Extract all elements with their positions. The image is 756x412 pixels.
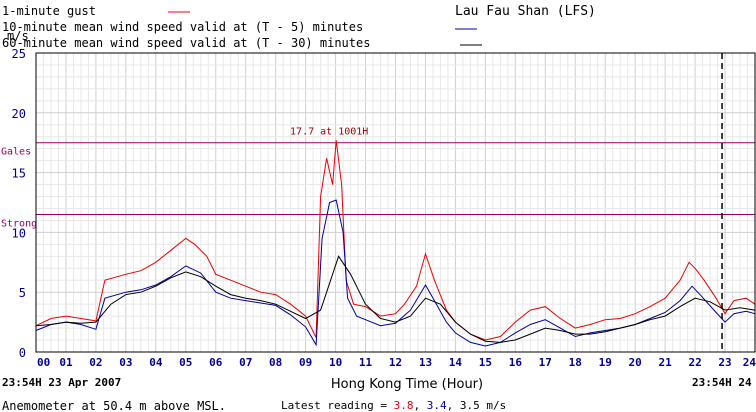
x-axis-ticks: 00 01 02 03 04 05 06 07 08 09 10 11 12 13 14 15 16 17 18 19… — [37, 356, 756, 369]
x-tick-label: 04 — [149, 356, 163, 369]
y-tick-label: 0 — [19, 346, 26, 360]
y-tick-label: 20 — [12, 107, 26, 121]
plot-frame — [35, 52, 756, 353]
x-tick-label: 12 — [389, 356, 402, 369]
reference-lines: Gales Strong — [1, 142, 755, 229]
x-tick-label: 03 — [119, 356, 132, 369]
x-tick-label: 20 — [629, 356, 642, 369]
x-tick-label: 13 — [419, 356, 432, 369]
y-tick-label: 25 — [12, 47, 26, 61]
x-tick-label: 24 — [743, 356, 756, 369]
x-tick-label: 15 — [479, 356, 492, 369]
reference-label-gales: Gales — [1, 147, 31, 158]
peak-annotation: 17.7 at 1001H — [290, 126, 368, 137]
x-tick-label: 11 — [359, 356, 373, 369]
x-tick-label: 06 — [209, 356, 223, 369]
x-tick-label: 16 — [509, 356, 523, 369]
latest-sep-1: , — [413, 399, 426, 412]
x-tick-label: 17 — [539, 356, 552, 369]
x-tick-label: 18 — [569, 356, 582, 369]
x-tick-label: 02 — [89, 356, 102, 369]
series-gust-line — [35, 140, 756, 341]
x-tick-label: 09 — [299, 356, 312, 369]
legend: 1-minute gust 10-minute mean wind speed … — [2, 4, 482, 50]
reference-label-strong: Strong — [1, 218, 37, 229]
chart-title: Lau Fau Shan (LFS) — [455, 4, 596, 19]
latest-reading-prefix: Latest reading = — [281, 399, 394, 412]
x-axis-title: Hong Kong Time (Hour) — [331, 377, 483, 392]
x-tick-label: 14 — [449, 356, 463, 369]
latest-gust-value: 3.8 — [394, 399, 414, 412]
x-tick-label: 08 — [269, 356, 282, 369]
x-tick-label: 05 — [179, 356, 192, 369]
x-tick-label: 23 — [718, 356, 731, 369]
y-axis-ticks: 0 5 10 15 20 25 — [12, 47, 26, 360]
series-mean10-line — [35, 199, 756, 347]
x-tick-label: 21 — [659, 356, 673, 369]
latest-sep-2: , — [447, 399, 460, 412]
x-tick-label: 00 — [37, 356, 50, 369]
series-mean60-line — [35, 255, 756, 343]
x-tick-label: 10 — [329, 356, 342, 369]
data-series — [35, 140, 756, 347]
x-tick-label: 07 — [239, 356, 252, 369]
x-tick-label: 01 — [59, 356, 73, 369]
latest-reading: Latest reading = 3.8, 3.4, 3.5 m/s — [281, 399, 506, 412]
y-tick-label: 15 — [12, 167, 26, 181]
end-time-label: 23:54H 24 — [692, 376, 752, 389]
start-time-label: 23:54H 23 Apr 2007 — [2, 376, 121, 389]
anemometer-note: Anemometer at 50.4 m above MSL. — [2, 399, 226, 412]
legend-label-mean60: 60-minute mean wind speed valid at (T - … — [2, 36, 370, 50]
y-tick-label: 5 — [19, 286, 26, 300]
latest-mean10-value: 3.4 — [427, 399, 447, 412]
x-tick-label: 19 — [599, 356, 612, 369]
legend-label-mean10: 10-minute mean wind speed valid at (T - … — [2, 20, 363, 34]
y-tick-label: 10 — [12, 226, 26, 240]
x-tick-label: 22 — [688, 356, 701, 369]
latest-mean60-value: 3.5 m/s — [460, 399, 506, 412]
grid-lines — [36, 53, 755, 352]
y-axis-unit-label: m/s — [7, 29, 29, 43]
legend-label-gust: 1-minute gust — [2, 4, 96, 18]
